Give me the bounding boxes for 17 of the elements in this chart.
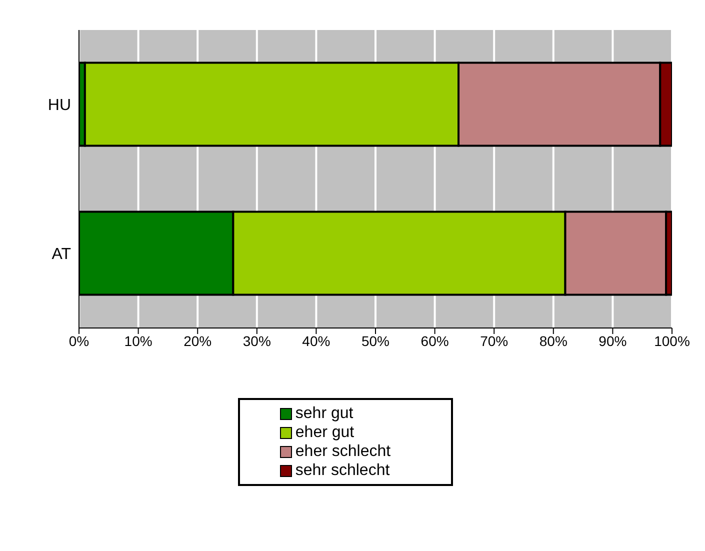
- y-tick-label: AT: [52, 246, 72, 264]
- x-tick-label: 80%: [539, 332, 568, 349]
- x-tick-label: 40%: [302, 332, 330, 349]
- x-tick-label: 50%: [361, 332, 390, 349]
- legend-label: eher schlecht: [295, 442, 391, 461]
- x-tick-label: 100%: [654, 332, 690, 349]
- legend-label: sehr gut: [295, 404, 354, 423]
- x-tick-label: 0%: [68, 332, 90, 349]
- x-tick-label: 90%: [598, 332, 627, 349]
- x-tick-label: 10%: [124, 332, 152, 349]
- x-tick-label: 20%: [184, 332, 212, 349]
- legend-label: eher gut: [295, 423, 354, 442]
- legend-label: sehr schlecht: [295, 461, 390, 480]
- x-tick-label: 30%: [242, 332, 271, 349]
- y-tick-label: HU: [48, 97, 71, 114]
- x-tick-label: 60%: [420, 332, 449, 349]
- x-tick-label: 70%: [480, 332, 508, 349]
